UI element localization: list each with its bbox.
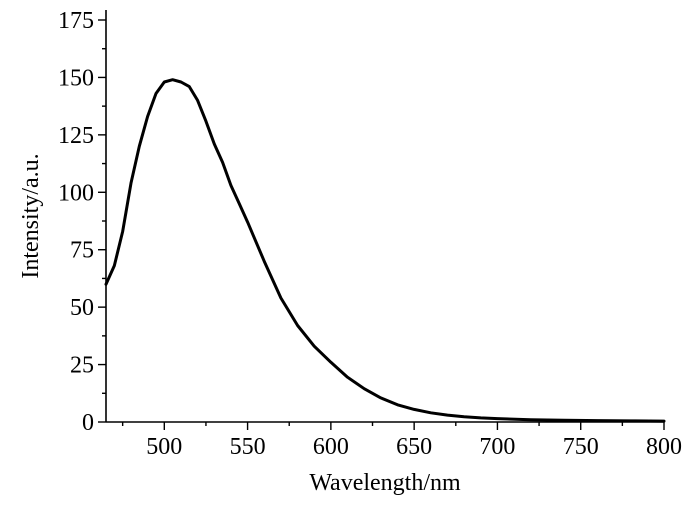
y-tick-label: 125 xyxy=(58,123,94,149)
y-tick-label: 0 xyxy=(82,410,94,436)
x-tick-label: 500 xyxy=(146,434,182,460)
x-tick-label: 700 xyxy=(479,434,515,460)
chart-frame xyxy=(105,10,664,423)
y-tick-label: 175 xyxy=(58,8,94,34)
y-tick-label: 75 xyxy=(70,238,94,264)
intensity-series-line xyxy=(104,78,666,423)
x-tick-label: 550 xyxy=(230,434,266,460)
x-tick-label: 800 xyxy=(646,434,682,460)
x-axis-ticks: 500 550 600 650 700 750 800 xyxy=(121,422,682,460)
y-tick-label: 100 xyxy=(58,180,94,206)
x-tick-label: 600 xyxy=(313,434,349,460)
y-axis-ticks: 0 25 50 75 100 125 150 175 xyxy=(58,8,106,436)
x-tick-label: 650 xyxy=(396,434,432,460)
y-tick-label: 50 xyxy=(70,295,94,321)
y-tick-label: 150 xyxy=(58,65,94,91)
y-tick-label: 25 xyxy=(70,353,94,379)
x-axis-title: Wavelength/nm xyxy=(309,470,461,496)
y-axis-title: Intensity/a.u. xyxy=(18,153,44,278)
series-layer xyxy=(104,78,666,423)
x-tick-label: 750 xyxy=(563,434,599,460)
